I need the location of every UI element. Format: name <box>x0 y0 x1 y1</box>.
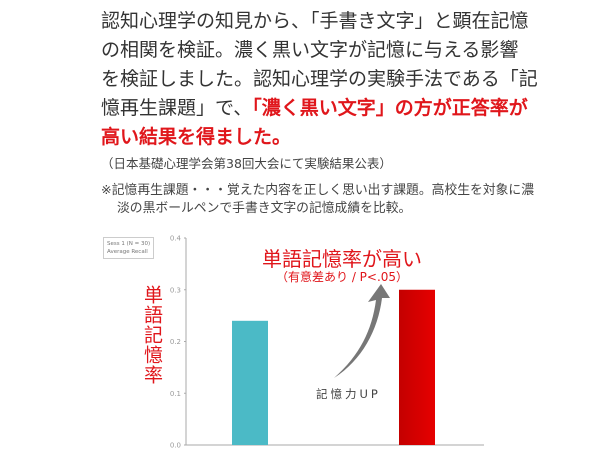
footnote: ※記憶再生課題・・・覚えた内容を正しく思い出す課題。高校生を対象に濃 淡の黒ボー… <box>101 182 538 218</box>
source-note: （日本基礎心理学会第38回大会にて実験結果公表） <box>101 156 392 171</box>
y-tick-label: 0.2 <box>170 338 181 346</box>
highlight-line: 高い結果を得ました。 <box>101 126 292 148</box>
up-arrow-icon <box>334 284 390 378</box>
chart-title: 単語記憶率が高い <box>262 247 422 271</box>
y-axis-label: 単語記憶率 <box>141 285 163 385</box>
legend-line: Sess 1 (N = 30) <box>107 241 151 247</box>
bar-1 <box>232 320 268 445</box>
chart-annotation: 記憶力UP <box>316 387 381 401</box>
body-line: の相関を検証。濃く黒い文字が記憶に与える影響 <box>101 39 519 61</box>
y-tick-label: 0.0 <box>170 442 181 450</box>
body-line: 憶再生課題」で、「濃く黒い文字」の方が正答率が <box>101 94 538 123</box>
text-column: 認知心理学の知見から、「手書き文字」と顕在記憶 の相関を検証。濃く黒い文字が記憶… <box>101 7 538 218</box>
y-tick-label: 0.1 <box>170 390 181 398</box>
body-text: 認知心理学の知見から、「手書き文字」と顕在記憶 の相関を検証。濃く黒い文字が記憶… <box>101 7 538 152</box>
highlight-text: 「濃く黒い文字」の方が正答率が <box>252 97 528 119</box>
footnote-line: 淡の黒ボールペンで手書き文字の記憶成績を比較。 <box>117 201 412 216</box>
chart-legend-box: Sess 1 (N = 30) Average Recall <box>103 237 155 259</box>
footnote-line: ※記憶再生課題・・・覚えた内容を正しく思い出す課題。高校生を対象に濃 <box>101 183 535 198</box>
bar-2 <box>399 289 435 445</box>
y-tick-label: 0.3 <box>170 286 181 294</box>
body-text-normal: 憶再生課題」で、 <box>101 97 253 119</box>
body-line: を検証しました。認知心理学の実験手法である「記 <box>101 68 538 90</box>
chart-subtitle: （有意差あり / P<.05） <box>276 270 409 284</box>
y-tick-label: 0.4 <box>170 235 182 243</box>
body-line: 認知心理学の知見から、「手書き文字」と顕在記憶 <box>101 10 529 32</box>
legend-line: Average Recall <box>107 249 148 255</box>
